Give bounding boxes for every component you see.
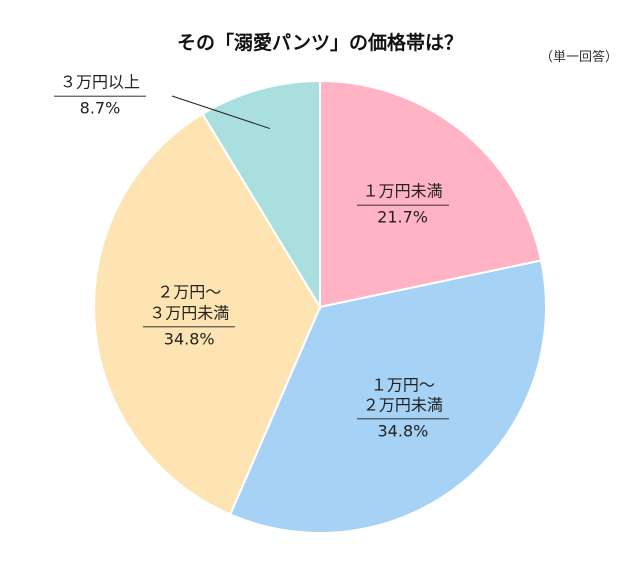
leader-line xyxy=(171,95,271,130)
slice-label: ３万円以上 8.7% xyxy=(53,73,147,120)
slice-value: 21.7% xyxy=(377,207,429,227)
slice-name: １万円〜 ２万円未満 xyxy=(356,375,449,420)
chart-subtitle: （単一回答） xyxy=(539,50,618,65)
slice-name: １万円未満 xyxy=(356,182,449,206)
pie-slice xyxy=(228,259,547,534)
pie-slice xyxy=(93,112,322,516)
slice-value: 34.8% xyxy=(163,328,215,348)
pie-slice xyxy=(319,79,543,309)
slice-label: ２万円〜 ３万円未満 34.8% xyxy=(143,282,236,349)
slice-value: 34.8% xyxy=(377,421,429,441)
pie-slice xyxy=(201,79,321,311)
slice-name: ２万円〜 ３万円未満 xyxy=(143,282,236,327)
slice-label: １万円〜 ２万円未満 34.8% xyxy=(356,375,449,442)
slice-value: 8.7% xyxy=(79,98,121,118)
slice-label: １万円未満 21.7% xyxy=(356,182,449,229)
chart-title: その「溺愛パンツ」の価格帯は？ xyxy=(177,32,463,54)
slice-name: ３万円以上 xyxy=(53,73,147,97)
